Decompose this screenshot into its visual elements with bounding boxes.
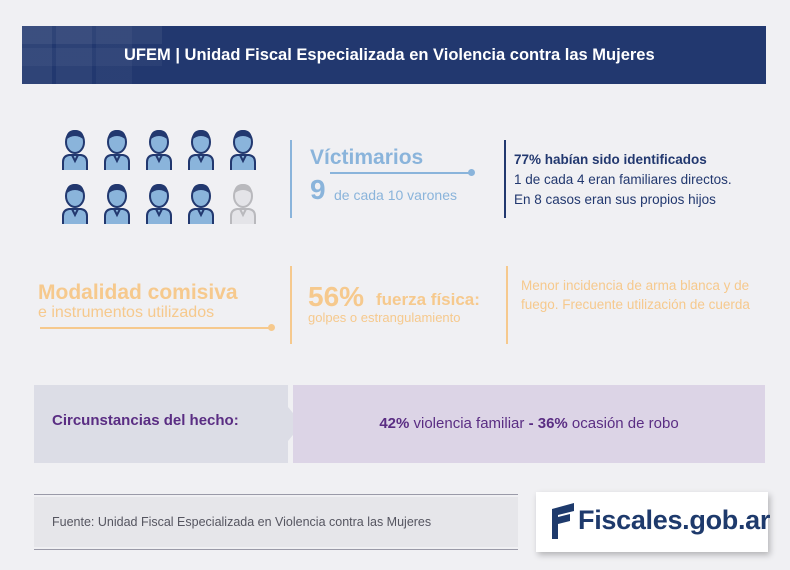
fact-family: 1 de cada 4 eran familiares directos. bbox=[514, 172, 732, 187]
source-rule-bottom bbox=[34, 549, 518, 550]
circunstancias-label: Circunstancias del hecho: bbox=[52, 412, 239, 429]
man-icon bbox=[104, 130, 130, 170]
victimarios-subtitle: de cada 10 varones bbox=[334, 187, 457, 203]
man-icon-inactive bbox=[230, 184, 256, 224]
man-icon bbox=[146, 130, 172, 170]
fiscales-logo-icon bbox=[552, 503, 574, 539]
text-ocasion-robo: ocasión de robo bbox=[567, 415, 679, 432]
source-box bbox=[34, 497, 518, 547]
man-icon bbox=[188, 184, 214, 224]
source-text: Fuente: Unidad Fiscal Especializada en V… bbox=[52, 515, 432, 529]
pct-violencia-familiar: 42% bbox=[379, 415, 410, 432]
victimarios-underline bbox=[330, 172, 470, 174]
modalidad-underline bbox=[40, 327, 270, 329]
fact-sons: En 8 casos eran sus propios hijos bbox=[514, 192, 716, 207]
divider-facts bbox=[504, 140, 506, 218]
man-icon bbox=[62, 130, 88, 170]
man-icon bbox=[230, 130, 256, 170]
man-icon bbox=[62, 184, 88, 224]
divider-victimarios bbox=[290, 140, 292, 218]
man-icon bbox=[104, 184, 130, 224]
victimarios-dot bbox=[468, 169, 475, 176]
separator: - bbox=[528, 415, 534, 432]
man-icon bbox=[188, 130, 214, 170]
fact-identified: 77% habían sido identificados bbox=[514, 152, 707, 167]
logo-text: Fiscales.gob.ar bbox=[578, 505, 771, 535]
victimarios-facts: 77% habían sido identificados 1 de cada … bbox=[514, 150, 732, 210]
modalidad-title: Modalidad comisiva bbox=[38, 281, 238, 304]
man-icon bbox=[146, 184, 172, 224]
circunstancias-value-box bbox=[293, 385, 765, 463]
circunstancias-label-box bbox=[34, 385, 288, 463]
modalidad-dot bbox=[268, 324, 275, 331]
pct-ocasion-robo: 36% bbox=[537, 415, 568, 432]
victimarios-title: Víctimarios bbox=[310, 146, 424, 169]
text-violencia-familiar: violencia familiar bbox=[409, 415, 529, 432]
page-title: UFEM | Unidad Fiscal Especializada en Vi… bbox=[124, 46, 655, 64]
fuerza-subtitle: golpes o estrangulamiento bbox=[308, 310, 461, 325]
source-rule-top bbox=[34, 494, 518, 495]
modalidad-subtitle: e instrumentos utilizados bbox=[38, 304, 215, 321]
divider-note bbox=[506, 266, 508, 344]
men-icons-grid bbox=[60, 128, 270, 224]
header-banner: UFEM | Unidad Fiscal Especializada en Vi… bbox=[22, 26, 766, 84]
victimarios-number: 9 bbox=[310, 174, 326, 205]
divider-modalidad bbox=[290, 266, 292, 344]
fuerza-percent: 56% bbox=[308, 281, 365, 312]
circunstancias-values: 42% violencia familiar - 36% ocasión de … bbox=[293, 385, 765, 463]
banner-pattern bbox=[22, 26, 162, 84]
fuerza-label: fuerza física: bbox=[376, 290, 480, 309]
logo-box bbox=[536, 492, 768, 552]
modalidad-note: Menor incidencia de arma blanca y de fue… bbox=[521, 278, 750, 312]
